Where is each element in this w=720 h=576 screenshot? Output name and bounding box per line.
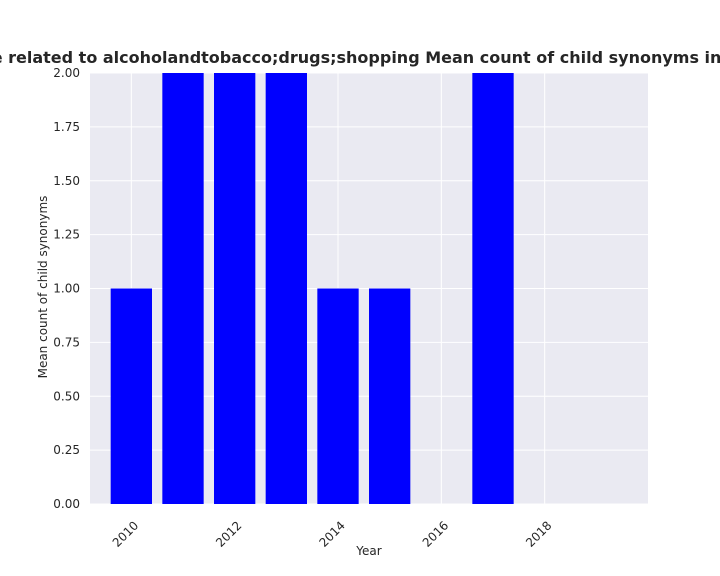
bars [110,73,514,504]
y-tick-labels: 0.00 0.25 0.50 0.75 1.00 1.25 1.50 1.75 2.00 [53,66,80,511]
bar [317,288,359,504]
y-tick-label: 0.00 [53,497,80,511]
bar [162,73,204,504]
bar [110,288,152,504]
y-tick-label: 1.50 [53,174,80,188]
y-axis-label: Mean count of child synonyms [36,196,50,379]
y-tick-label: 1.75 [53,120,80,134]
y-tick-label: 0.50 [53,389,80,403]
bar [214,73,256,504]
bar [265,73,307,504]
x-tick-label: 2010 [110,518,141,549]
y-tick-label: 1.00 [53,282,80,296]
y-tick-label: 2.00 [53,66,80,80]
y-tick-label: 1.25 [53,228,80,242]
y-tick-label: 0.25 [53,443,80,457]
bar [369,288,411,504]
y-tick-label: 0.75 [53,335,80,349]
bar [472,73,514,504]
x-tick-label: 2016 [420,518,451,549]
chart-title: es are related to alcoholandtobacco;drug… [0,48,720,67]
x-axis-label: Year [355,544,381,558]
x-tick-label: 2012 [213,518,244,549]
x-tick-label: 2014 [316,518,347,549]
x-tick-labels: 2010 2012 2014 2016 2018 [110,518,555,549]
x-tick-label: 2018 [523,518,554,549]
